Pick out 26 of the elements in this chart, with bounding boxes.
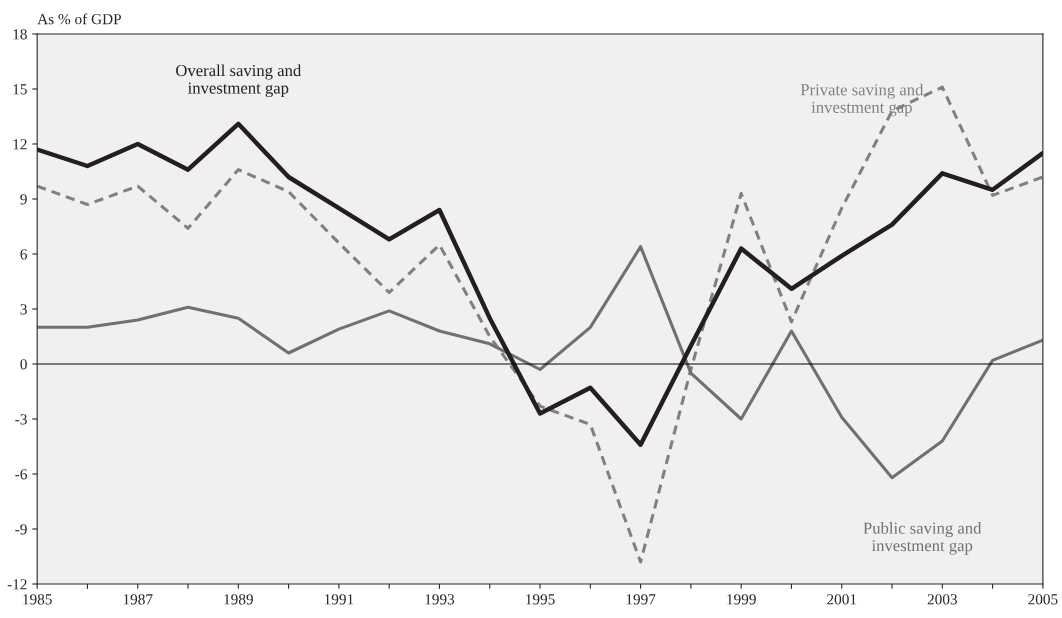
x-tick-label: 1995 [526, 594, 555, 605]
text: Public saving and investment gap [863, 522, 982, 555]
y-tick-label: 3 [20, 304, 27, 315]
x-tick-label: 1993 [425, 594, 455, 605]
x-tick-label: 1997 [626, 594, 656, 605]
y-axis-title: As % of GDP [37, 13, 122, 25]
y-tick-label: 0 [20, 359, 27, 370]
y-tick-label: -3 [15, 414, 27, 425]
x-tick-label: 2001 [827, 594, 857, 605]
x-tick-label: 2005 [1028, 594, 1058, 605]
y-tick-label: -9 [15, 524, 27, 535]
x-tick-label: 2003 [927, 594, 957, 605]
y-tick-label: -12 [7, 579, 27, 590]
y-tick-label: 15 [13, 84, 27, 95]
x-tick-label: 1989 [224, 594, 253, 605]
text: Overall saving and investment gap [176, 64, 302, 98]
x-tick-label: 1985 [23, 594, 52, 605]
y-tick-label: 6 [20, 249, 27, 260]
line-series [37, 245, 1043, 480]
y-tick-label: 9 [20, 194, 27, 205]
x-tick-label: 1987 [123, 594, 153, 605]
y-tick-label: -6 [15, 469, 27, 480]
x-tick-label: 1991 [324, 594, 354, 605]
y-tick-label: 12 [13, 139, 27, 150]
x-tick-label: 1999 [727, 594, 756, 605]
y-tick-label: 18 [13, 29, 27, 40]
